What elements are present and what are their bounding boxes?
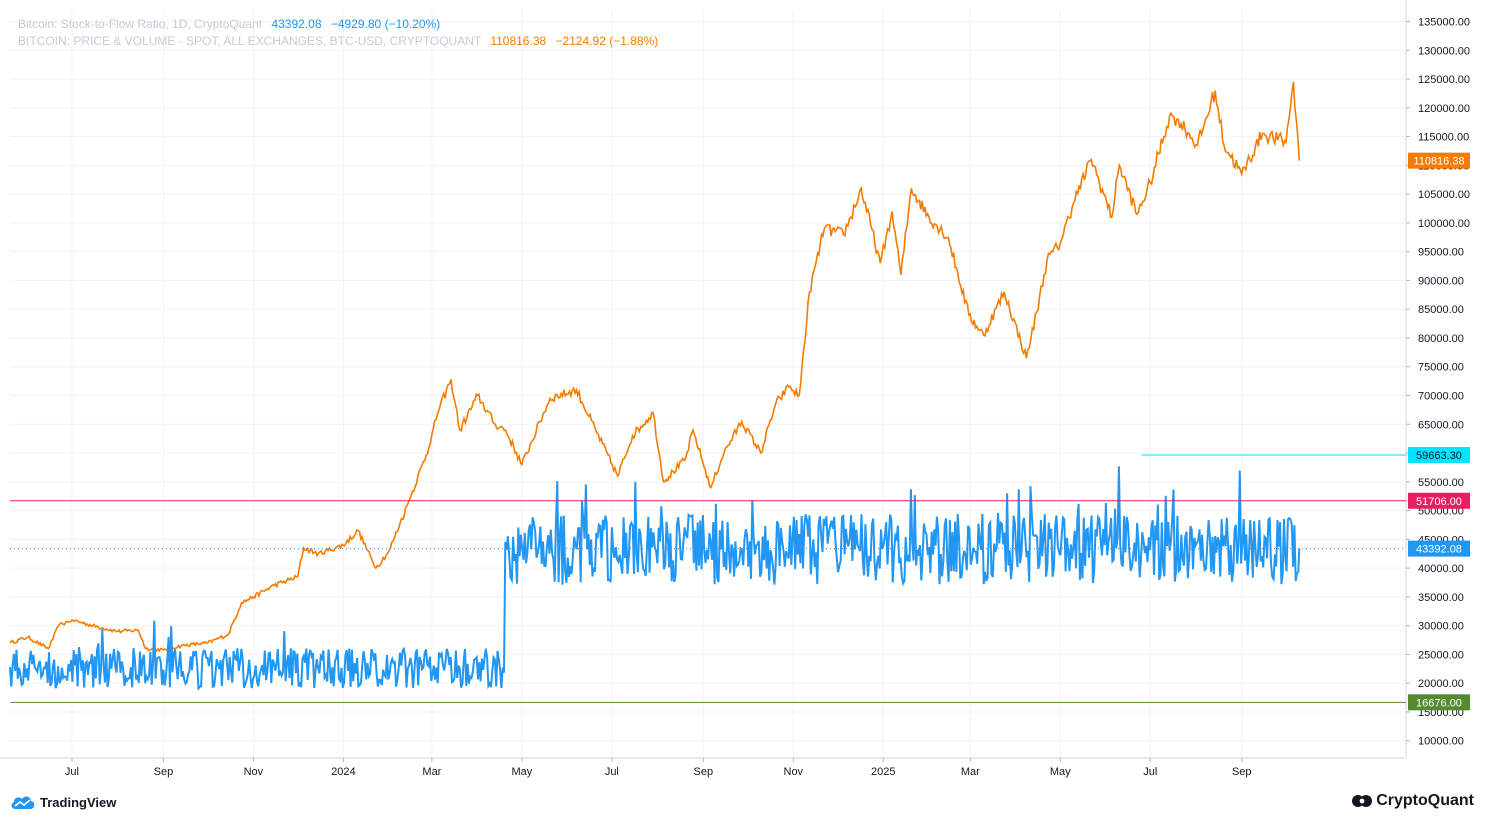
tradingview-label: TradingView: [40, 794, 117, 810]
price-label-3: 43392.08: [1416, 544, 1462, 556]
x-tick-label: Jul: [605, 766, 619, 778]
y-tick-label: 125000.00: [1418, 74, 1470, 86]
y-tick-label: 120000.00: [1418, 103, 1470, 115]
x-tick-label: 2025: [871, 766, 895, 778]
legend-s2f-name: Bitcoin: Stock-to-Flow Ratio, 1D, Crypto…: [18, 17, 263, 31]
y-tick-label: 85000.00: [1418, 304, 1464, 316]
y-tick-label: 80000.00: [1418, 333, 1464, 345]
legend-s2f-value: 43392.08: [271, 17, 322, 31]
y-tick-label: 135000.00: [1418, 17, 1470, 29]
legend-price-name: BITCOIN: PRICE & VOLUME - SPOT, ALL EXCH…: [18, 34, 481, 48]
x-tick-label: May: [1050, 766, 1071, 778]
x-tick-label: Mar: [961, 766, 980, 778]
legend-price-change: −2124.92 (−1.88%): [555, 34, 659, 48]
x-tick-label: Jul: [1143, 766, 1157, 778]
y-tick-label: 10000.00: [1418, 736, 1464, 748]
legend-s2f-change: −4929.80 (−10.20%): [330, 17, 441, 31]
x-tick-label: Sep: [1232, 766, 1252, 778]
price-label-0: 59663.30: [1416, 450, 1462, 462]
price-label-1: 51706.00: [1416, 496, 1462, 508]
y-tick-label: 105000.00: [1418, 189, 1470, 201]
x-tick-label: Sep: [154, 766, 174, 778]
y-tick-label: 35000.00: [1418, 592, 1464, 604]
x-tick-label: Nov: [244, 766, 264, 778]
price-label-bg-2: [1408, 694, 1470, 711]
series-stock-to-flow-line: [9, 466, 1301, 692]
x-tick-label: May: [511, 766, 532, 778]
cryptoquant-label: CryptoQuant: [1376, 792, 1474, 809]
y-tick-label: 95000.00: [1418, 247, 1464, 259]
legend-row-price: BITCOIN: PRICE & VOLUME - SPOT, ALL EXCH…: [18, 33, 658, 50]
y-tick-label: 20000.00: [1418, 678, 1464, 690]
cryptoquant-mark-icon: [1352, 795, 1373, 807]
y-tick-label: 70000.00: [1418, 391, 1464, 403]
y-tick-label: 115000.00: [1418, 132, 1469, 144]
y-tick-label: 130000.00: [1418, 45, 1470, 57]
tradingview-cloud-icon: [11, 796, 35, 809]
price-label-bg-4: [1408, 152, 1470, 169]
price-label-bg-0: [1408, 446, 1470, 463]
price-label-4: 110816.38: [1413, 156, 1464, 168]
x-tick-label: 2024: [331, 766, 355, 778]
price-label-bg-1: [1408, 492, 1470, 509]
y-tick-label: 25000.00: [1418, 649, 1464, 661]
y-tick-label: 30000.00: [1418, 621, 1464, 633]
x-tick-label: Sep: [694, 766, 714, 778]
y-tick-label: 40000.00: [1418, 563, 1464, 575]
tradingview-logo[interactable]: TradingView: [10, 794, 116, 810]
y-tick-label: 100000.00: [1418, 218, 1470, 230]
legend-row-s2f: Bitcoin: Stock-to-Flow Ratio, 1D, Crypto…: [18, 16, 658, 33]
y-tick-label: 90000.00: [1418, 275, 1464, 287]
legend: Bitcoin: Stock-to-Flow Ratio, 1D, Crypto…: [18, 16, 658, 50]
price-label-bg-3: [1408, 540, 1470, 557]
series-price-line: [9, 81, 1301, 653]
price-label-2: 16676.00: [1416, 697, 1462, 709]
x-tick-label: Jul: [65, 766, 79, 778]
x-tick-label: Nov: [784, 766, 804, 778]
cryptoquant-logo[interactable]: CryptoQuant: [1352, 792, 1474, 810]
y-tick-label: 65000.00: [1418, 419, 1464, 431]
x-tick-label: Mar: [422, 766, 441, 778]
y-tick-label: 55000.00: [1418, 477, 1464, 489]
y-tick-label: 75000.00: [1418, 362, 1464, 374]
legend-price-value: 110816.38: [490, 34, 547, 48]
